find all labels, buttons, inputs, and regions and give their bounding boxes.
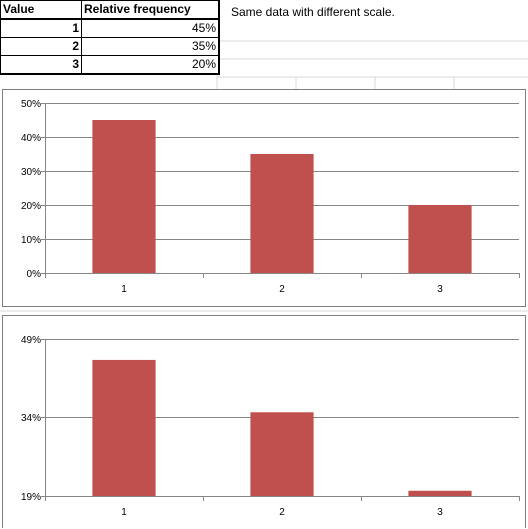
x-tick-label: 2 xyxy=(279,507,285,518)
scale-note[interactable]: Same data with different scale. xyxy=(231,5,395,19)
cell-frequency[interactable]: 35% xyxy=(81,37,220,56)
y-tick-label: 50% xyxy=(21,99,41,110)
table-row: 1 45% xyxy=(0,18,220,38)
x-tick-label: 1 xyxy=(121,284,127,295)
chart-canvas: 0% 10% 20% 30% 40% 50% 1 2 3 xyxy=(21,99,520,295)
table-header-row: Value Relative frequency xyxy=(0,0,220,20)
table-row: 3 20% xyxy=(0,55,220,75)
y-tick-label: 0% xyxy=(27,269,42,280)
y-tick-label: 30% xyxy=(21,167,41,178)
header-value[interactable]: Value xyxy=(0,0,82,20)
y-tick-label: 10% xyxy=(21,235,41,246)
bar-chart-truncated-scale[interactable]: 19% 34% 49% 1 2 3 xyxy=(2,315,526,528)
frequency-table: Value Relative frequency 1 45% 2 35% 3 2… xyxy=(0,0,220,75)
x-tick-label: 2 xyxy=(279,284,285,295)
cell-value[interactable]: 3 xyxy=(0,55,82,75)
x-tick-label: 3 xyxy=(437,284,443,295)
y-tick-label: 34% xyxy=(21,413,41,424)
y-tick-label: 40% xyxy=(21,133,41,144)
bar-2[interactable] xyxy=(250,412,314,496)
y-tick-label: 20% xyxy=(21,201,41,212)
bar-1[interactable] xyxy=(92,359,156,496)
chart-canvas: 19% 34% 49% 1 2 3 xyxy=(21,335,520,518)
table-row: 2 35% xyxy=(0,37,220,56)
bar-3[interactable] xyxy=(408,205,472,273)
y-tick-label: 19% xyxy=(21,492,41,503)
x-tick-label: 3 xyxy=(437,507,443,518)
y-tick-label: 49% xyxy=(21,335,41,346)
bar-1[interactable] xyxy=(92,120,156,273)
cell-frequency[interactable]: 20% xyxy=(81,55,220,75)
x-tick-label: 1 xyxy=(121,507,127,518)
bar-2[interactable] xyxy=(250,154,314,273)
cell-frequency[interactable]: 45% xyxy=(81,18,220,38)
header-relative-frequency[interactable]: Relative frequency xyxy=(81,0,220,20)
bar-3[interactable] xyxy=(408,490,472,496)
cell-value[interactable]: 1 xyxy=(0,18,82,38)
cell-value[interactable]: 2 xyxy=(0,37,82,56)
bar-chart-full-scale[interactable]: 0% 10% 20% 30% 40% 50% 1 2 3 xyxy=(2,89,526,307)
